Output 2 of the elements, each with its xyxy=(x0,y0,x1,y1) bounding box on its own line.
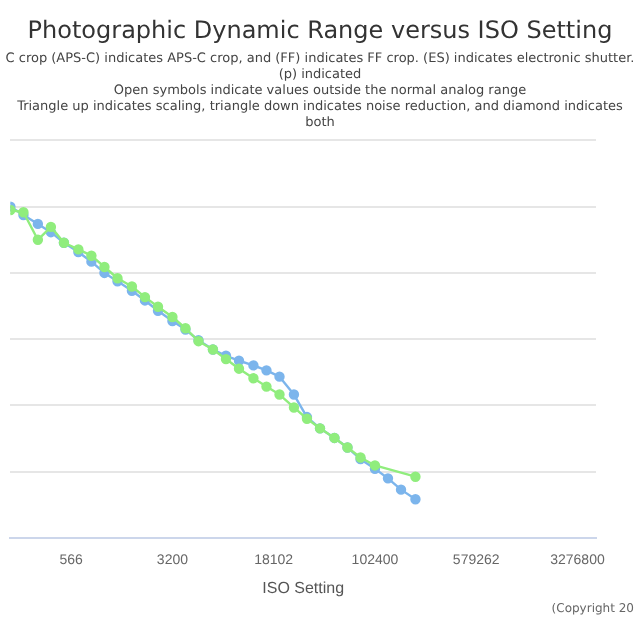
chart-title: Photographic Dynamic Range versus ISO Setting xyxy=(25,16,615,44)
x-axis-title: ISO Setting xyxy=(262,578,345,597)
